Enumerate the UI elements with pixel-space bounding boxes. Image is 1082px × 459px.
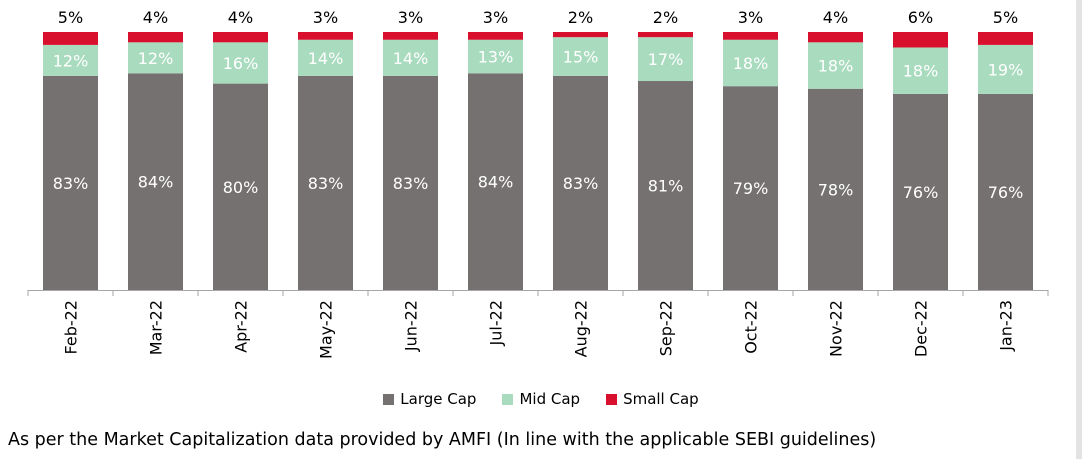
data-label-small-cap-may-22: 3% (313, 8, 338, 27)
data-label-small-cap-oct-22: 3% (738, 8, 763, 27)
data-label-mid-cap-aug-22: 15% (563, 48, 599, 67)
x-tick-label-jun-22: Jun-22 (402, 300, 421, 352)
bar-large-cap-feb-22 (43, 75, 98, 290)
bar-small-cap-sep-22 (638, 32, 693, 38)
data-label-large-cap-jan-23: 76% (988, 183, 1024, 202)
data-label-small-cap-sep-22: 2% (653, 8, 678, 27)
x-tick-label-jul-22: Jul-22 (487, 300, 506, 346)
data-label-mid-cap-feb-22: 12% (53, 51, 89, 70)
x-tick-label-sep-22: Sep-22 (657, 300, 676, 356)
bar-large-cap-may-22 (298, 75, 353, 290)
bar-mid-cap-jul-22 (468, 39, 523, 74)
legend-item-large-cap: Large Cap (383, 390, 476, 408)
bar-small-cap-nov-22 (808, 32, 863, 43)
data-label-small-cap-apr-22: 4% (228, 8, 253, 27)
bar-small-cap-dec-22 (893, 32, 948, 48)
bar-mid-cap-jan-23 (978, 44, 1033, 94)
x-tick-label-dec-22: Dec-22 (912, 300, 931, 357)
data-label-large-cap-nov-22: 78% (818, 180, 854, 199)
bar-mid-cap-dec-22 (893, 47, 948, 94)
legend-swatch-large-cap (383, 393, 395, 405)
x-tick-label-may-22: May-22 (317, 300, 336, 359)
data-label-large-cap-may-22: 83% (308, 174, 344, 193)
bar-small-cap-jul-22 (468, 32, 523, 40)
data-label-mid-cap-jul-22: 13% (478, 48, 514, 67)
data-label-mid-cap-jun-22: 14% (393, 49, 429, 68)
legend-item-small-cap: Small Cap (606, 390, 699, 408)
bar-small-cap-mar-22 (128, 32, 183, 43)
x-tick-label-nov-22: Nov-22 (827, 300, 846, 357)
legend-label-small-cap: Small Cap (623, 390, 699, 408)
data-label-small-cap-feb-22: 5% (58, 8, 83, 27)
bar-small-cap-may-22 (298, 32, 353, 40)
data-label-large-cap-oct-22: 79% (733, 179, 769, 198)
x-tick-label-feb-22: Feb-22 (62, 300, 81, 354)
bar-large-cap-jul-22 (468, 73, 523, 290)
bar-mid-cap-mar-22 (128, 42, 183, 74)
bar-mid-cap-oct-22 (723, 39, 778, 87)
x-tick-label-mar-22: Mar-22 (147, 300, 166, 355)
data-label-small-cap-dec-22: 6% (908, 8, 933, 27)
data-label-mid-cap-jan-23: 19% (988, 60, 1024, 79)
data-label-large-cap-apr-22: 80% (223, 178, 259, 197)
data-label-large-cap-feb-22: 83% (53, 174, 89, 193)
data-label-mid-cap-apr-22: 16% (223, 54, 259, 73)
bar-mid-cap-jun-22 (383, 39, 438, 76)
bar-mid-cap-nov-22 (808, 42, 863, 89)
bar-small-cap-oct-22 (723, 32, 778, 40)
x-tick-label-jan-23: Jan-23 (997, 300, 1016, 352)
data-label-small-cap-nov-22: 4% (823, 8, 848, 27)
stacked-bar-chart: 83% 12% 5% Feb-22 84% 12% 4% Mar-22 80% 16% 4% Apr-… (27, 8, 1049, 359)
bar-mid-cap-feb-22 (43, 44, 98, 76)
bar-mid-cap-may-22 (298, 39, 353, 76)
data-label-large-cap-aug-22: 83% (563, 174, 599, 193)
data-label-mid-cap-oct-22: 18% (733, 54, 769, 73)
right-edge-border (1076, 0, 1082, 459)
bar-small-cap-apr-22 (213, 32, 268, 43)
bar-large-cap-jan-23 (978, 93, 1033, 290)
bar-large-cap-mar-22 (128, 73, 183, 290)
data-label-mid-cap-mar-22: 12% (138, 49, 174, 68)
data-label-large-cap-jun-22: 83% (393, 174, 429, 193)
footnote: As per the Market Capitalization data pr… (8, 430, 877, 450)
bar-large-cap-apr-22 (213, 83, 268, 290)
chart-legend: Large Cap Mid Cap Small Cap (0, 390, 1082, 408)
bar-large-cap-oct-22 (723, 86, 778, 291)
legend-swatch-mid-cap (502, 393, 514, 405)
data-label-small-cap-jan-23: 5% (993, 8, 1018, 27)
legend-swatch-small-cap (606, 393, 618, 405)
x-tick-label-oct-22: Oct-22 (742, 300, 761, 354)
bar-small-cap-feb-22 (43, 32, 98, 45)
data-label-small-cap-aug-22: 2% (568, 8, 593, 27)
legend-label-mid-cap: Mid Cap (519, 390, 581, 408)
bar-large-cap-jun-22 (383, 75, 438, 290)
bar-large-cap-aug-22 (553, 75, 608, 290)
data-label-large-cap-sep-22: 81% (648, 177, 684, 196)
bar-mid-cap-aug-22 (553, 37, 608, 76)
bar-large-cap-sep-22 (638, 81, 693, 291)
data-label-mid-cap-nov-22: 18% (818, 57, 854, 76)
legend-item-mid-cap: Mid Cap (502, 390, 580, 408)
data-label-small-cap-jul-22: 3% (483, 8, 508, 27)
bar-large-cap-dec-22 (893, 93, 948, 290)
data-label-mid-cap-sep-22: 17% (648, 50, 684, 69)
data-label-large-cap-dec-22: 76% (903, 183, 939, 202)
data-label-large-cap-mar-22: 84% (138, 173, 174, 192)
legend-label-large-cap: Large Cap (400, 390, 477, 408)
x-tick-label-apr-22: Apr-22 (232, 300, 251, 353)
data-label-large-cap-jul-22: 84% (478, 173, 514, 192)
bar-small-cap-jan-23 (978, 32, 1033, 45)
bar-mid-cap-sep-22 (638, 37, 693, 82)
bar-large-cap-nov-22 (808, 88, 863, 290)
data-label-small-cap-mar-22: 4% (143, 8, 168, 27)
bar-small-cap-aug-22 (553, 32, 608, 38)
data-label-mid-cap-dec-22: 18% (903, 62, 939, 81)
bar-small-cap-jun-22 (383, 32, 438, 40)
data-label-small-cap-jun-22: 3% (398, 8, 423, 27)
data-label-mid-cap-may-22: 14% (308, 49, 344, 68)
x-tick-label-aug-22: Aug-22 (572, 300, 591, 357)
bar-mid-cap-apr-22 (213, 42, 268, 84)
